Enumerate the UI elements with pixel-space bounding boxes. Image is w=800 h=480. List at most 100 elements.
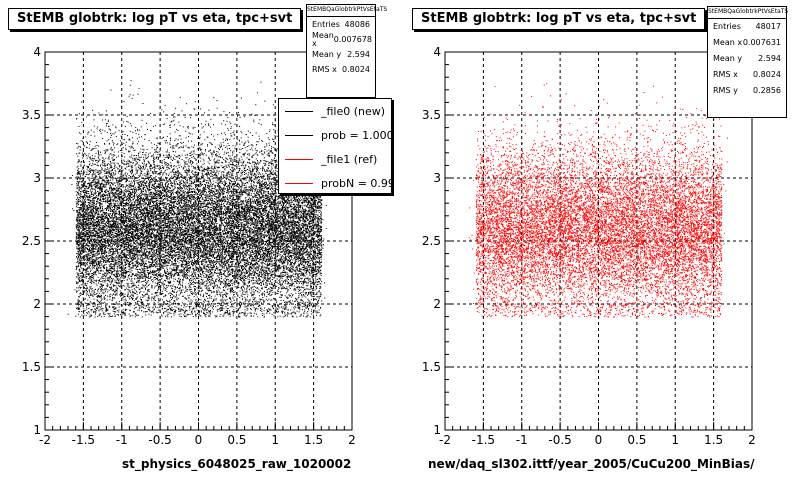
data-point — [246, 232, 248, 234]
data-point — [271, 299, 273, 301]
data-point — [165, 262, 167, 264]
data-point — [206, 228, 207, 230]
data-point — [260, 181, 262, 183]
data-point — [204, 276, 206, 278]
data-point — [310, 219, 312, 221]
data-point — [239, 148, 241, 150]
data-point — [281, 222, 282, 224]
data-point — [308, 236, 310, 238]
data-point — [211, 201, 213, 203]
data-point — [169, 155, 171, 156]
data-point — [226, 224, 228, 226]
data-point — [257, 141, 259, 143]
data-point — [112, 155, 114, 157]
data-point — [207, 197, 209, 199]
data-point — [246, 243, 248, 245]
data-point — [91, 159, 93, 161]
data-point — [234, 183, 235, 185]
data-point — [116, 269, 118, 271]
data-point — [233, 282, 235, 284]
data-point — [256, 191, 258, 193]
data-point — [313, 213, 314, 215]
data-point — [188, 243, 190, 245]
data-point — [262, 255, 264, 257]
data-point — [149, 277, 151, 279]
data-point — [298, 199, 300, 201]
data-point — [129, 271, 131, 273]
data-point — [168, 301, 170, 302]
data-point — [221, 223, 223, 225]
data-point — [105, 310, 107, 312]
data-point — [133, 209, 135, 211]
data-point — [137, 247, 139, 249]
data-point — [264, 276, 266, 278]
data-point — [98, 234, 99, 236]
data-point — [190, 289, 192, 290]
data-point — [254, 291, 256, 293]
data-point — [256, 253, 257, 255]
data-point — [314, 270, 315, 272]
data-point — [200, 165, 202, 167]
data-point — [287, 276, 289, 278]
data-point — [215, 306, 217, 308]
data-point — [290, 293, 292, 295]
data-point — [143, 304, 145, 306]
data-point — [100, 290, 102, 292]
data-point — [202, 240, 204, 242]
data-point — [228, 225, 230, 227]
data-point — [90, 281, 92, 283]
data-point — [221, 266, 223, 268]
data-point — [115, 308, 117, 310]
data-point — [283, 257, 285, 259]
data-point — [320, 241, 322, 243]
data-point — [142, 103, 144, 104]
data-point — [93, 291, 95, 293]
data-point — [97, 268, 99, 270]
data-point — [97, 296, 99, 298]
data-point — [100, 186, 101, 188]
data-point — [77, 196, 79, 198]
data-point — [126, 222, 127, 224]
data-point — [176, 270, 177, 271]
data-point — [109, 313, 111, 315]
data-point — [152, 219, 154, 221]
data-point — [87, 267, 89, 269]
data-point — [229, 198, 231, 200]
data-point — [203, 181, 205, 182]
data-point — [90, 243, 92, 245]
data-point — [301, 227, 303, 228]
data-point — [231, 290, 233, 292]
data-point — [232, 276, 233, 277]
data-point — [245, 178, 247, 180]
data-point — [121, 316, 122, 318]
data-point — [80, 193, 82, 195]
data-point — [135, 177, 137, 179]
data-point — [161, 220, 163, 222]
data-point — [136, 182, 138, 184]
data-point — [155, 242, 157, 244]
data-point — [318, 266, 320, 268]
data-point — [133, 155, 135, 157]
data-point — [284, 235, 286, 237]
data-point — [173, 250, 174, 252]
data-point — [115, 171, 117, 173]
data-point — [179, 251, 181, 253]
data-point — [154, 167, 156, 169]
data-point — [196, 188, 198, 190]
data-point — [102, 220, 104, 222]
data-point — [221, 222, 222, 224]
data-point — [257, 183, 259, 184]
data-point — [307, 283, 309, 285]
data-point — [205, 253, 207, 254]
data-point — [149, 220, 151, 222]
data-point — [187, 289, 189, 291]
data-point — [261, 299, 263, 300]
data-point — [243, 225, 245, 227]
data-point — [297, 304, 299, 306]
data-point — [103, 264, 105, 266]
data-point — [79, 232, 81, 234]
data-point — [318, 196, 320, 198]
data-point — [148, 248, 150, 249]
data-point — [82, 283, 84, 285]
data-point — [197, 305, 199, 307]
